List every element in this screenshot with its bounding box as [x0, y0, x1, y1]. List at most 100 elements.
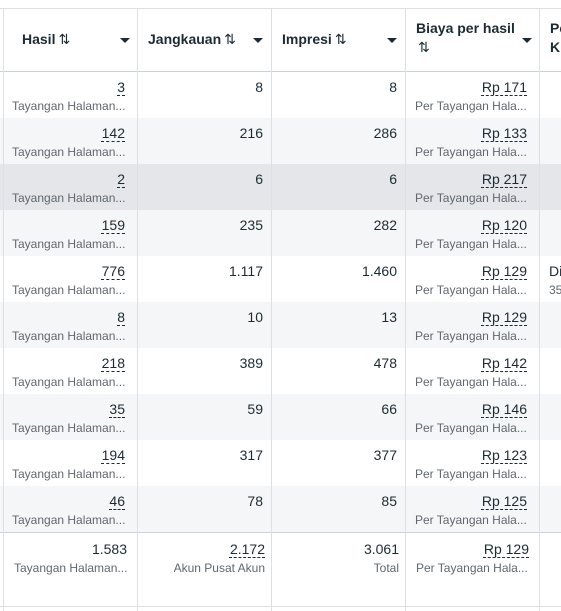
hasil-sub: Tayangan Halaman...: [12, 191, 126, 205]
column-header-truncated[interactable]: Pe Ku: [540, 9, 561, 71]
totals-row: 1.583 Tayangan Halaman... 2.172 Akun Pus…: [0, 532, 561, 606]
sort-icon[interactable]: ⇅: [334, 31, 347, 47]
totals-separator: [0, 532, 561, 533]
jangkauan-value: 78: [247, 493, 263, 509]
impresi-value: 13: [381, 309, 397, 325]
hasil-sub: Tayangan Halaman...: [12, 421, 126, 435]
biaya-value[interactable]: Rp 125: [481, 493, 527, 509]
hasil-sub: Tayangan Halaman...: [12, 329, 126, 343]
total-hasil-sub: Tayangan Halaman...: [14, 561, 128, 575]
biaya-sub: Per Tayangan Hala...: [415, 145, 527, 159]
hasil-value[interactable]: 142: [101, 125, 125, 141]
total-jangkauan-value[interactable]: 2.172: [229, 541, 265, 557]
hasil-sub: Tayangan Halaman...: [12, 283, 126, 297]
hasil-value[interactable]: 2: [117, 171, 125, 187]
sort-icon[interactable]: ⇅: [58, 31, 71, 47]
dropdown-caret-icon[interactable]: [253, 38, 263, 43]
column-header-jangkauan[interactable]: Jangkauan ⇅: [138, 9, 271, 71]
column-label-jangkauan: Jangkauan ⇅: [148, 31, 236, 47]
total-biaya-sub: Per Tayangan Hala...: [416, 561, 528, 575]
hasil-value[interactable]: 8: [117, 309, 125, 325]
header-bottom-border: [0, 71, 561, 72]
dropdown-caret-icon[interactable]: [387, 38, 397, 43]
column-label-truncated: Pe: [550, 20, 561, 36]
table-row[interactable]: 194 Tayangan Halaman... 317 377 Rp 123 P…: [0, 440, 561, 486]
biaya-sub: Per Tayangan Hala...: [415, 467, 527, 481]
column-divider[interactable]: [539, 8, 540, 611]
column-label-impresi: Impresi ⇅: [282, 31, 347, 47]
biaya-value[interactable]: Rp 129: [481, 309, 527, 325]
impresi-value: 1.460: [361, 263, 397, 279]
column-header-hasil[interactable]: Hasil ⇅: [0, 9, 137, 71]
column-label-biaya-per-hasil: Biaya per hasil: [416, 20, 515, 36]
extra-value: Di: [549, 263, 561, 279]
jangkauan-value: 1.117: [229, 263, 263, 279]
column-label-hasil: Hasil ⇅: [22, 31, 71, 47]
total-impresi-sub: Total: [373, 561, 399, 575]
hasil-sub: Tayangan Halaman...: [12, 467, 126, 481]
header-top-border: [0, 8, 561, 9]
dropdown-caret-icon[interactable]: [522, 38, 532, 43]
total-jangkauan-sub: Akun Pusat Akun: [173, 561, 265, 575]
jangkauan-value: 216: [239, 125, 263, 141]
hasil-value[interactable]: 46: [109, 493, 125, 509]
biaya-value[interactable]: Rp 217: [481, 171, 527, 187]
column-header-impresi[interactable]: Impresi ⇅: [272, 9, 405, 71]
hasil-value[interactable]: 776: [101, 263, 125, 279]
hasil-sub: Tayangan Halaman...: [12, 237, 126, 251]
table-row[interactable]: 3 Tayangan Halaman... 8 8 Rp 171 Per Tay…: [0, 72, 561, 118]
biaya-value[interactable]: Rp 133: [481, 125, 527, 141]
biaya-value[interactable]: Rp 123: [481, 447, 527, 463]
hasil-sub: Tayangan Halaman...: [12, 513, 126, 527]
column-divider: [3, 8, 4, 611]
biaya-value[interactable]: Rp 142: [481, 355, 527, 371]
hasil-value[interactable]: 3: [117, 79, 125, 95]
table-bottom-border: [0, 606, 561, 607]
table-row[interactable]: 142 Tayangan Halaman... 216 286 Rp 133 P…: [0, 118, 561, 164]
total-hasil-value: 1.583: [91, 541, 127, 557]
dropdown-caret-icon[interactable]: [120, 38, 130, 43]
impresi-value: 8: [389, 79, 397, 95]
table-row[interactable]: 776 Tayangan Halaman... 1.117 1.460 Rp 1…: [0, 256, 561, 302]
table-row[interactable]: 46 Tayangan Halaman... 78 85 Rp 125 Per …: [0, 486, 561, 532]
column-divider[interactable]: [137, 8, 138, 611]
total-biaya-value[interactable]: Rp 129: [483, 541, 529, 557]
table-row[interactable]: 159 Tayangan Halaman... 235 282 Rp 120 P…: [0, 210, 561, 256]
impresi-value: 282: [373, 217, 397, 233]
hasil-value[interactable]: 159: [101, 217, 125, 233]
column-divider[interactable]: [271, 8, 272, 611]
hasil-sub: Tayangan Halaman...: [12, 145, 126, 159]
biaya-sub: Per Tayangan Hala...: [415, 375, 527, 389]
biaya-value[interactable]: Rp 171: [481, 79, 527, 95]
biaya-value[interactable]: Rp 129: [481, 263, 527, 279]
jangkauan-value: 317: [239, 447, 263, 463]
column-header-biaya-per-hasil[interactable]: Biaya per hasil ⇅: [406, 9, 539, 71]
table-row[interactable]: 8 Tayangan Halaman... 10 13 Rp 129 Per T…: [0, 302, 561, 348]
biaya-sub: Per Tayangan Hala...: [415, 513, 527, 527]
biaya-sub: Per Tayangan Hala...: [415, 421, 527, 435]
table-row[interactable]: 35 Tayangan Halaman... 59 66 Rp 146 Per …: [0, 394, 561, 440]
sort-icon[interactable]: ⇅: [224, 31, 236, 47]
hasil-sub: Tayangan Halaman...: [12, 99, 126, 113]
table-row-selected[interactable]: 2 Tayangan Halaman... 6 6 Rp 217 Per Tay…: [0, 164, 561, 210]
extra-sub: 35: [549, 283, 561, 297]
hasil-value[interactable]: 218: [101, 355, 125, 371]
biaya-value[interactable]: Rp 146: [481, 401, 527, 417]
impresi-value: 478: [373, 355, 397, 371]
jangkauan-value: 389: [239, 355, 263, 371]
jangkauan-value: 59: [247, 401, 263, 417]
impresi-value: 6: [389, 171, 397, 187]
hasil-value[interactable]: 194: [101, 447, 125, 463]
biaya-sub: Per Tayangan Hala...: [415, 191, 527, 205]
table-row[interactable]: 218 Tayangan Halaman... 389 478 Rp 142 P…: [0, 348, 561, 394]
impresi-value: 286: [373, 125, 397, 141]
column-divider[interactable]: [405, 8, 406, 611]
biaya-value[interactable]: Rp 120: [481, 217, 527, 233]
sort-icon[interactable]: ⇅: [418, 39, 430, 55]
biaya-sub: Per Tayangan Hala...: [415, 237, 527, 251]
hasil-sub: Tayangan Halaman...: [12, 375, 126, 389]
impresi-value: 377: [373, 447, 397, 463]
biaya-sub: Per Tayangan Hala...: [415, 329, 527, 343]
hasil-value[interactable]: 35: [109, 401, 125, 417]
